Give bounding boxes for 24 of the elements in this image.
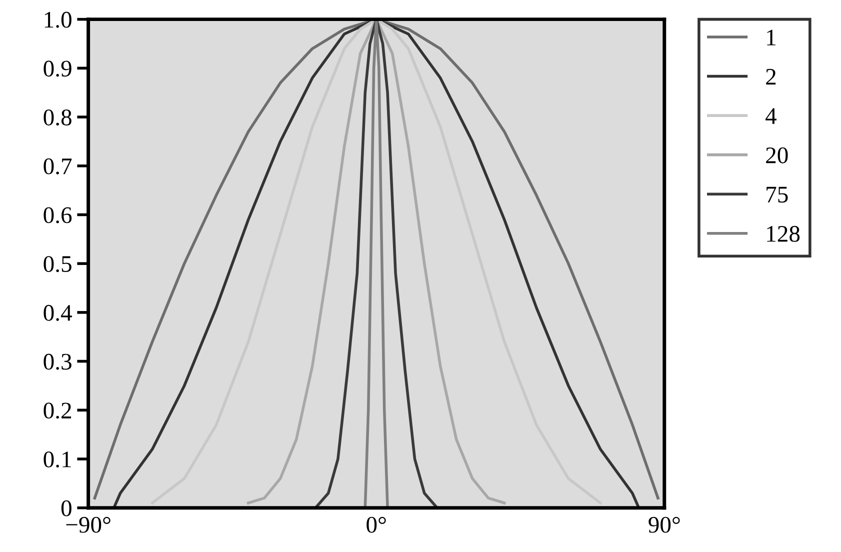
y-tick-label: 0.4 [44,304,72,321]
y-tick-label: 0.5 [44,256,72,272]
line-series [364,19,389,508]
y-tick-label: 0.3 [44,354,72,370]
legend-label: 128 [767,226,800,242]
legend-label: 75 [766,186,788,203]
line-series [246,19,506,504]
legend-label: 2 [766,68,776,85]
legend-label: 20 [766,147,788,164]
y-tick-label: 0.2 [44,402,72,419]
y-tick-label: 0.1 [44,451,71,468]
y-tick-label: 0 [61,500,72,516]
y-tick-label: 0.9 [44,60,72,77]
legend-label: 1 [767,30,776,46]
line-series [150,19,602,504]
x-tick-label: −90° [66,516,110,533]
legend-label: 4 [766,108,777,124]
x-tick-label: 90° [648,516,680,533]
y-tick-label: 0.6 [44,207,72,224]
y-tick-label: 1.0 [44,12,72,28]
line-series [314,19,439,508]
y-tick-label: 0.7 [44,158,72,174]
y-tick-label: 0.8 [44,110,72,126]
x-tick-label: 0° [366,516,386,533]
